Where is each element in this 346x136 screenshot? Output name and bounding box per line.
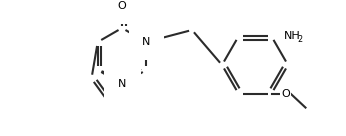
Text: NH: NH	[283, 31, 300, 41]
Text: N: N	[118, 79, 126, 89]
Text: O: O	[118, 1, 126, 11]
Text: O: O	[281, 89, 290, 99]
Text: S: S	[121, 74, 128, 84]
Text: 2: 2	[298, 35, 303, 44]
Text: N: N	[142, 37, 151, 47]
